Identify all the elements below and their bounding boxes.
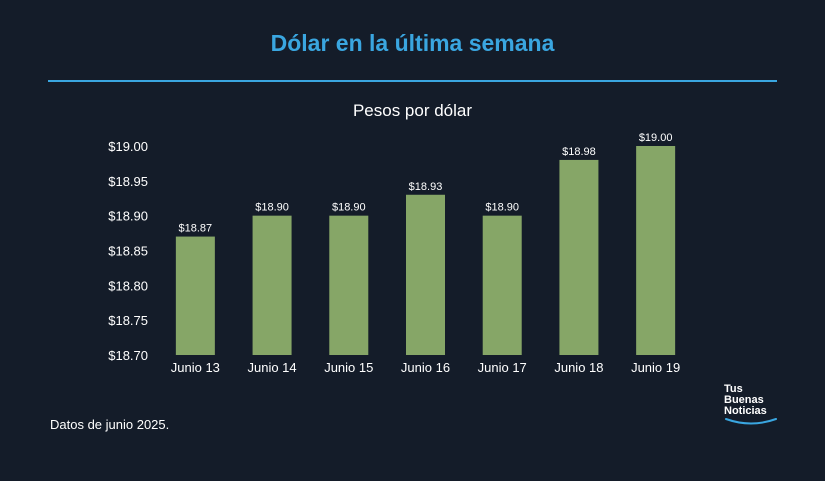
bar-value-label: $18.93	[409, 181, 443, 193]
footnote: Datos de junio 2025.	[50, 417, 170, 432]
y-tick-label: $18.95	[108, 174, 148, 189]
y-tick-label: $18.75	[108, 313, 148, 328]
x-tick-label: Junio 13	[171, 360, 220, 375]
x-tick-label: Junio 18	[554, 360, 603, 375]
y-tick-label: $18.80	[108, 278, 148, 293]
y-tick-label: $18.85	[108, 244, 148, 259]
bar	[406, 194, 445, 355]
bar	[329, 215, 369, 355]
y-tick-label: $18.90	[108, 209, 148, 224]
y-tick-label: $19.00	[108, 139, 148, 154]
bar-value-label: $18.90	[255, 202, 289, 214]
x-tick-label: Junio 15	[324, 360, 373, 375]
bar	[559, 159, 599, 355]
logo-line-1: Tus	[724, 383, 743, 395]
logo-smile-icon	[725, 418, 777, 425]
bar-value-label: $18.90	[332, 202, 366, 214]
logo-line-3: Noticias	[724, 405, 767, 417]
brand-logo: Tus Buenas Noticias	[724, 384, 784, 426]
bar	[482, 215, 522, 355]
x-tick-label: Junio 16	[401, 360, 450, 375]
chart-subtitle: Pesos por dólar	[352, 101, 473, 120]
bar	[252, 215, 292, 355]
bar-value-label: $18.90	[485, 202, 519, 214]
x-tick-label: Junio 14	[247, 360, 296, 375]
bar	[636, 146, 676, 355]
chart-title: Dólar en la última semana	[270, 30, 555, 56]
logo-line-2: Buenas	[724, 394, 764, 406]
bar-value-label: $18.98	[562, 146, 596, 158]
bar-value-label: $18.87	[179, 223, 213, 235]
title-divider	[48, 80, 777, 82]
x-tick-label: Junio 19	[631, 360, 680, 375]
x-tick-label: Junio 17	[478, 360, 527, 375]
bar-value-label: $19.00	[639, 132, 673, 144]
y-tick-label: $18.70	[108, 348, 148, 363]
bar	[175, 236, 215, 355]
